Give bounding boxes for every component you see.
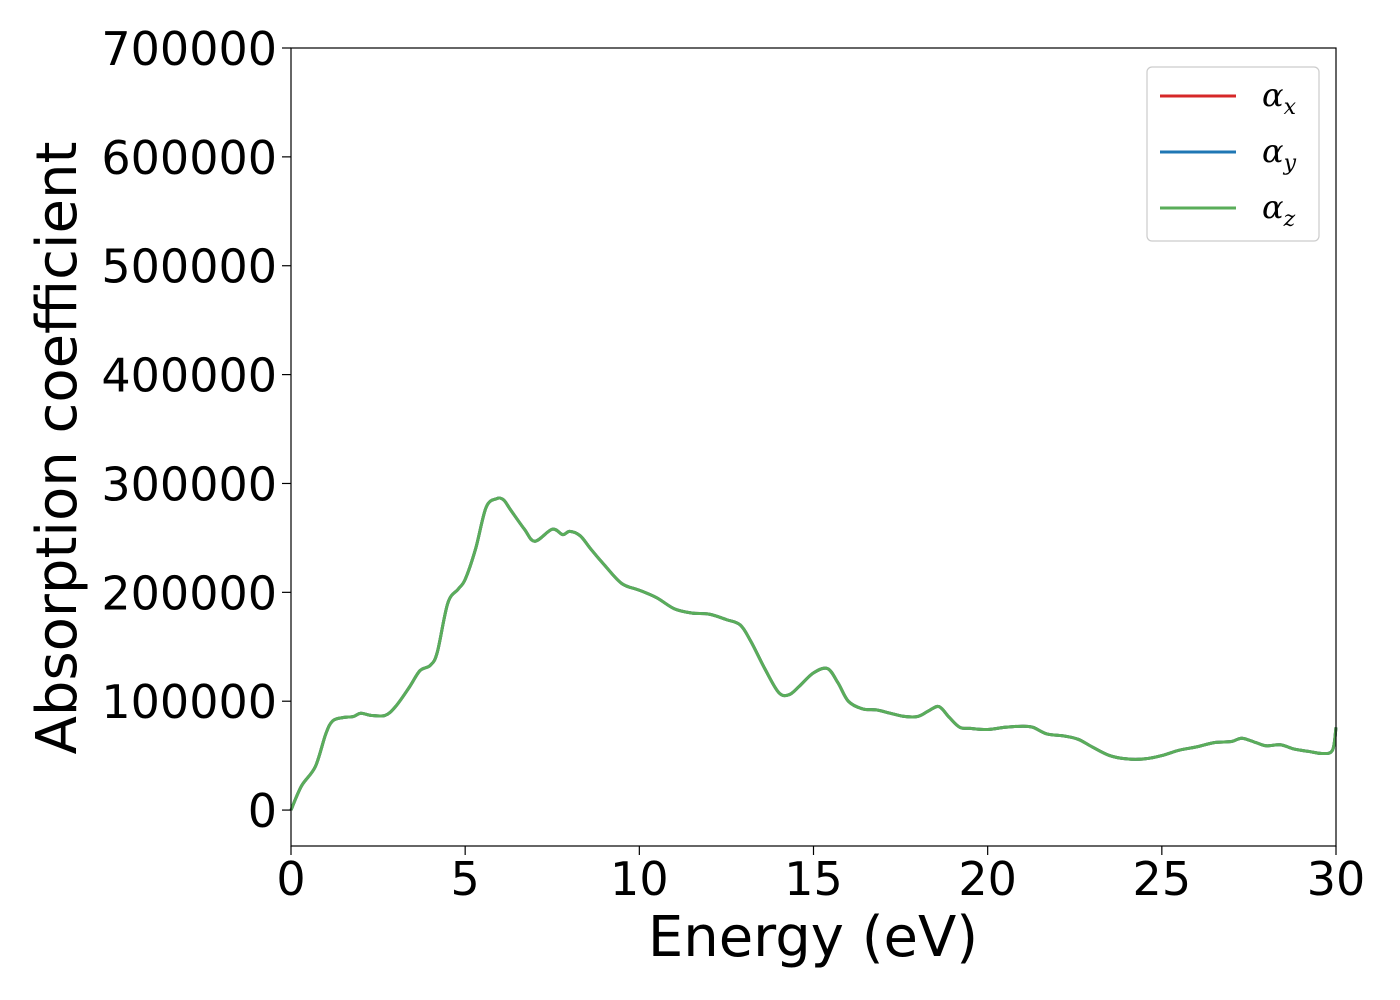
- x-tick-label: 20: [958, 852, 1017, 906]
- y-tick-label: 0: [248, 784, 277, 838]
- y-tick-label: 200000: [101, 566, 277, 620]
- legend-label-x: αx: [1262, 76, 1297, 120]
- legend-label-y: αy: [1262, 132, 1297, 176]
- y-tick-label: 500000: [101, 240, 277, 294]
- legend-box: [1146, 66, 1320, 242]
- x-axis-label: Energy (eV): [648, 905, 978, 970]
- x-tick-label: 10: [610, 852, 669, 906]
- x-tick-label: 15: [784, 852, 843, 906]
- series-line-z: [289, 496, 1338, 811]
- x-tick-label: 30: [1307, 852, 1366, 906]
- series-line-x: [289, 496, 1338, 811]
- x-tick-label: 0: [276, 852, 305, 906]
- y-tick-label: 700000: [101, 22, 277, 76]
- x-tick-label: 5: [451, 852, 480, 906]
- legend-label-z: αz: [1262, 188, 1296, 232]
- y-axis-ticks: 0 100000 200000 300000 400000 500000 600000 700…: [101, 22, 291, 838]
- series-layer: [289, 496, 1338, 811]
- series-line-y: [289, 496, 1338, 811]
- y-tick-label: 600000: [101, 131, 277, 185]
- y-tick-label: 300000: [101, 457, 277, 511]
- legend: αx αy αz: [1146, 66, 1320, 242]
- y-tick-label: 400000: [101, 349, 277, 403]
- y-tick-label: 100000: [101, 675, 277, 729]
- y-axis-label: Absorption coefficient: [25, 142, 90, 755]
- x-tick-label: 25: [1133, 852, 1192, 906]
- x-axis-ticks: 0 5 10 15 20 25 30: [276, 846, 1365, 906]
